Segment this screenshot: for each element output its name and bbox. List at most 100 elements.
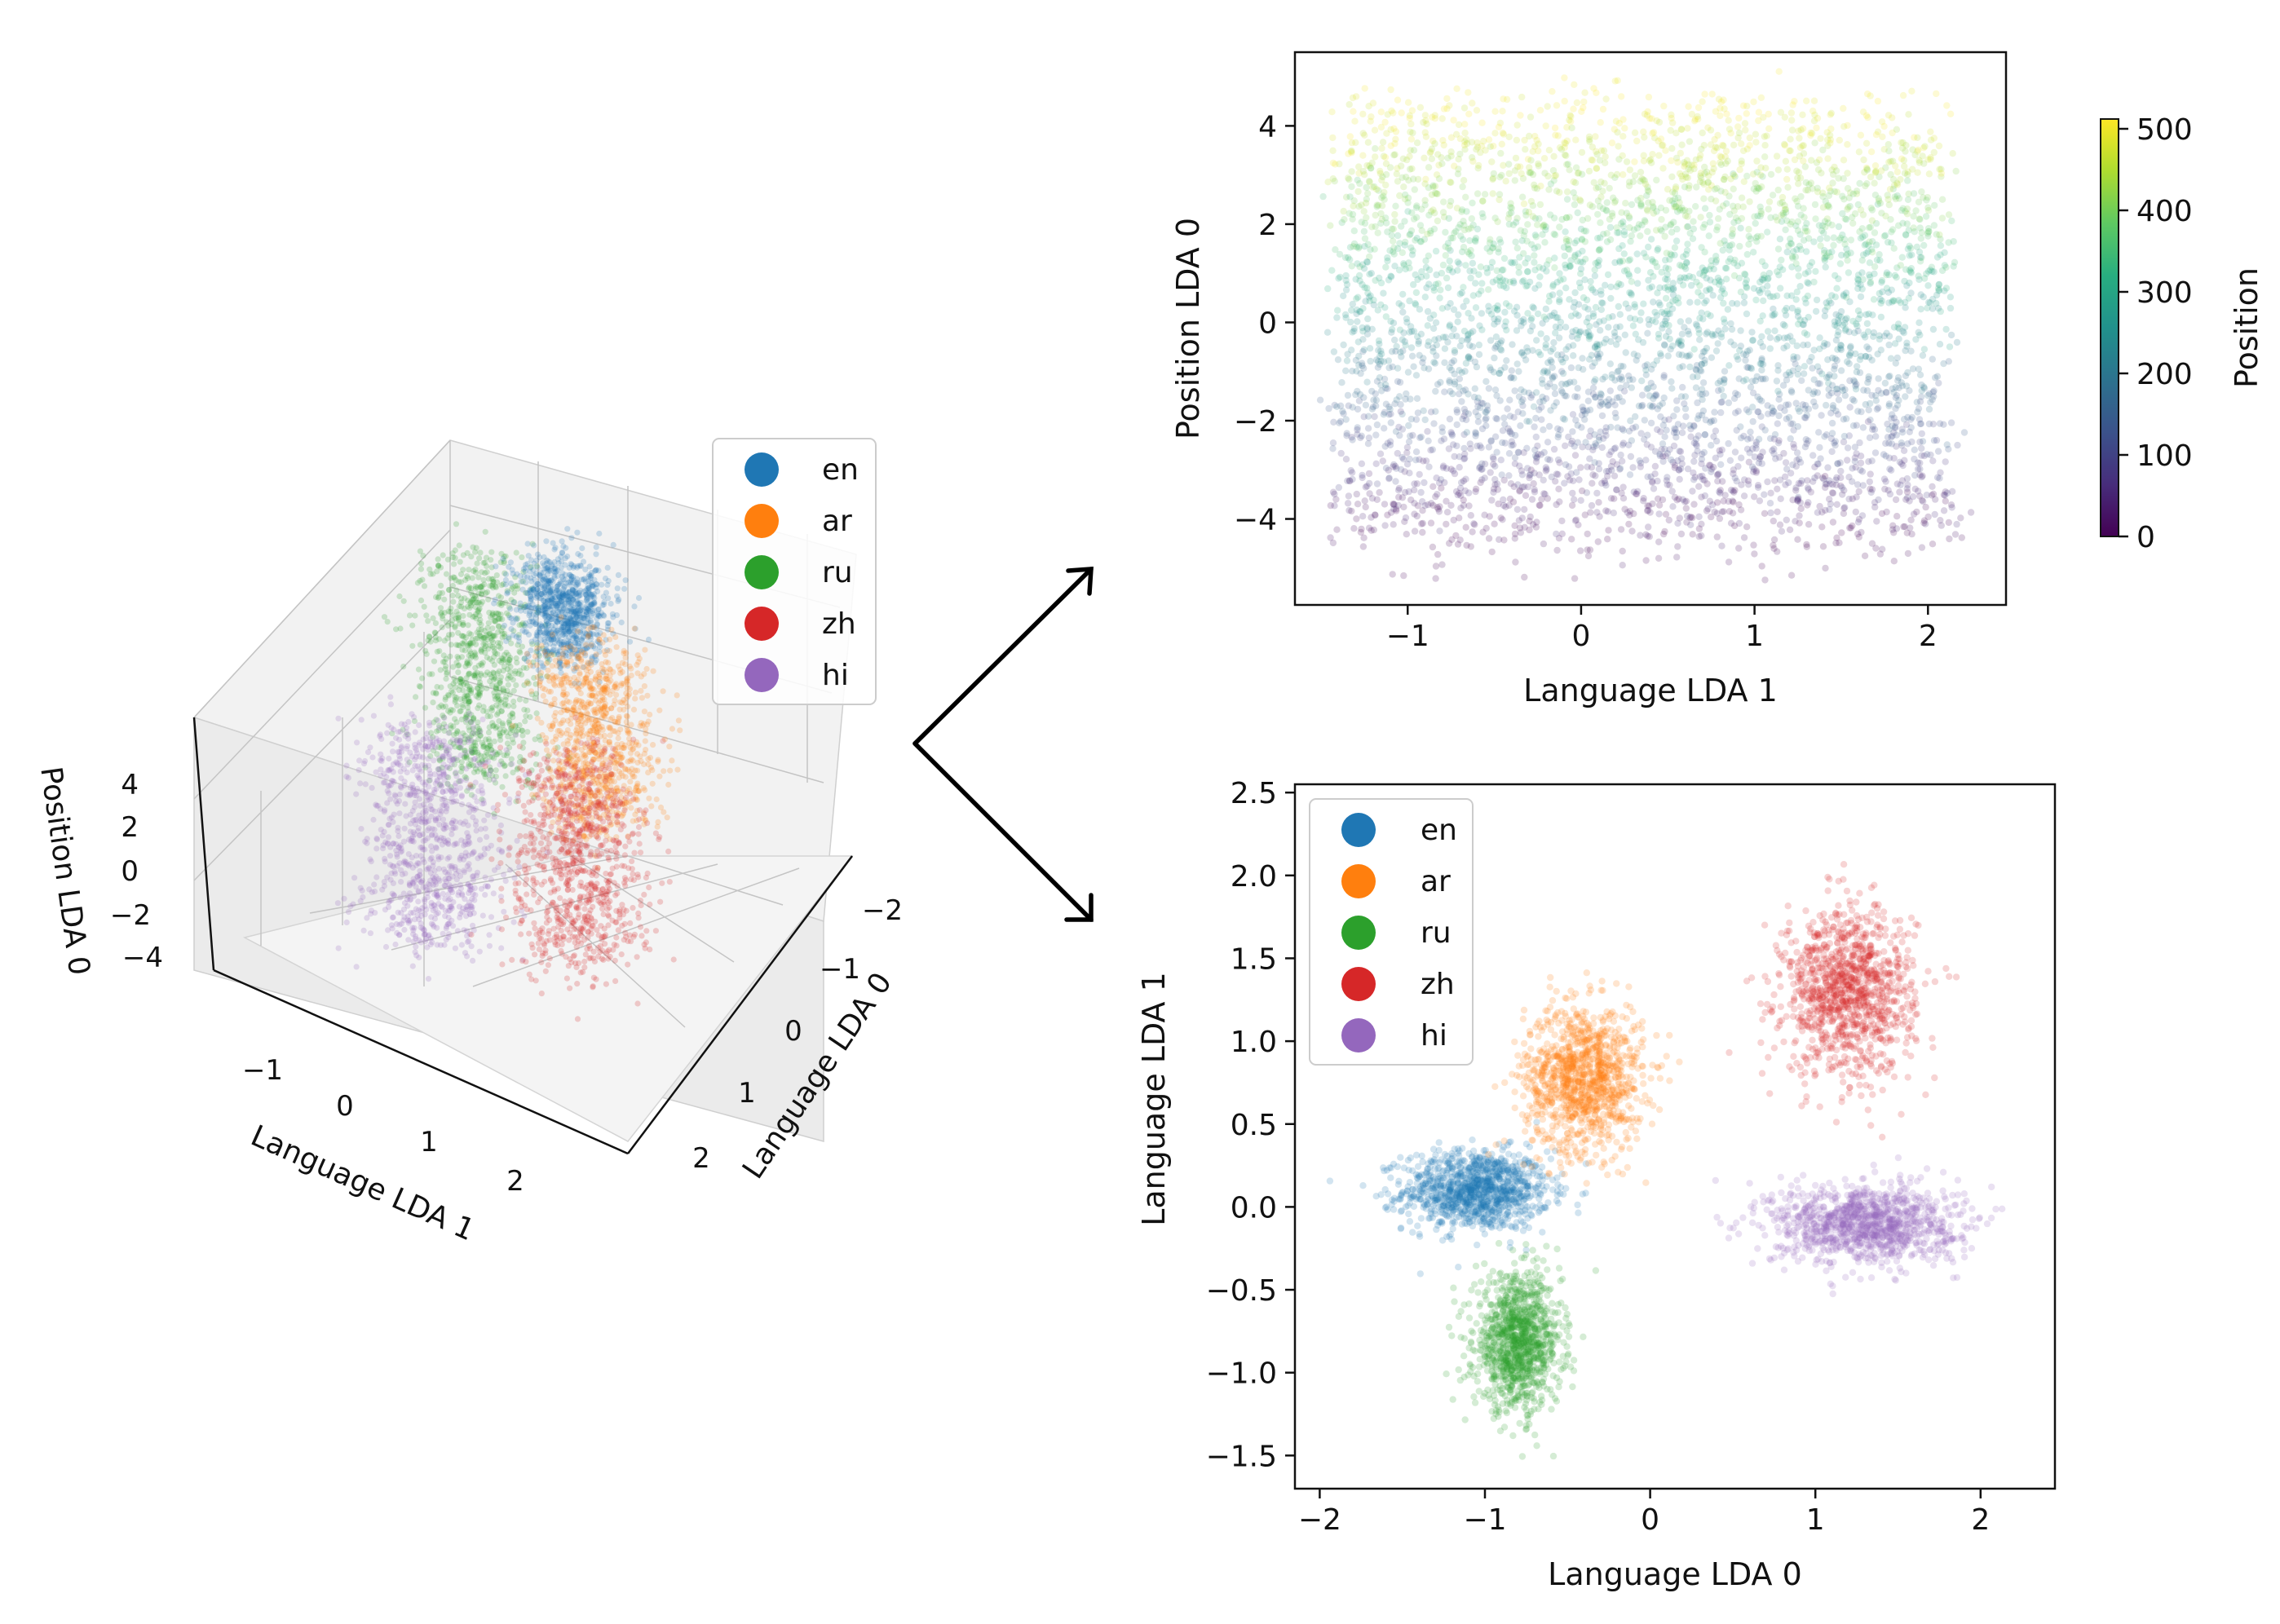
data-point xyxy=(637,924,644,930)
data-point xyxy=(433,717,440,723)
data-point xyxy=(1778,256,1785,264)
data-point xyxy=(555,630,562,637)
data-point xyxy=(397,783,404,790)
data-point xyxy=(472,583,479,589)
data-point xyxy=(645,756,652,762)
data-point xyxy=(583,598,590,604)
data-point xyxy=(523,833,529,840)
data-point xyxy=(343,919,350,925)
data-point xyxy=(666,879,673,885)
data-point xyxy=(413,862,419,868)
data-point xyxy=(575,603,581,610)
data-point xyxy=(451,575,458,581)
data-point xyxy=(640,785,647,792)
data-point xyxy=(533,662,541,669)
data-point xyxy=(516,722,523,729)
data-point xyxy=(550,925,557,932)
data-point xyxy=(438,702,444,708)
data-point xyxy=(590,610,596,616)
data-point xyxy=(660,688,666,695)
data-point xyxy=(499,630,506,637)
data-point xyxy=(449,550,456,557)
data-point xyxy=(451,675,457,682)
data-point xyxy=(434,942,440,948)
data-point xyxy=(594,611,601,618)
data-point xyxy=(506,612,512,619)
data-point xyxy=(517,832,524,839)
data-point xyxy=(573,664,581,670)
data-point xyxy=(577,925,585,931)
data-point xyxy=(426,633,433,640)
data-point xyxy=(499,720,506,726)
data-point xyxy=(1738,140,1745,148)
data-point xyxy=(489,625,496,632)
data-point xyxy=(563,691,570,697)
data-point xyxy=(466,652,472,659)
data-point xyxy=(433,691,440,697)
data-point xyxy=(619,740,625,748)
data-point xyxy=(560,836,568,842)
data-point xyxy=(498,926,506,933)
data-point xyxy=(564,738,571,744)
data-point xyxy=(457,744,464,751)
data-point xyxy=(467,782,474,788)
data-point xyxy=(445,691,452,698)
data-point xyxy=(495,640,502,647)
data-point xyxy=(566,628,572,634)
data-point xyxy=(470,783,476,790)
data-point xyxy=(513,798,519,805)
data-point xyxy=(1597,219,1604,227)
data-point xyxy=(606,877,613,884)
data-point xyxy=(513,616,520,623)
data-point xyxy=(620,786,626,792)
data-point xyxy=(644,692,651,699)
data-point xyxy=(477,732,484,739)
data-point xyxy=(629,858,635,864)
data-point xyxy=(489,581,496,588)
data-point xyxy=(544,759,550,766)
data-point xyxy=(472,746,479,752)
data-point xyxy=(553,749,559,756)
data-point xyxy=(434,893,440,899)
data-point xyxy=(527,564,533,571)
data-point xyxy=(575,580,581,587)
data-point xyxy=(504,687,510,695)
data-point xyxy=(500,655,506,662)
data-point xyxy=(565,600,572,607)
data-point xyxy=(418,566,425,572)
data-point xyxy=(492,749,498,756)
data-point xyxy=(517,765,524,771)
data-point xyxy=(492,650,499,657)
data-point xyxy=(395,832,402,840)
data-point xyxy=(541,607,548,613)
data-point xyxy=(577,900,584,907)
data-point xyxy=(477,583,484,590)
data-point xyxy=(574,529,581,536)
data-point xyxy=(500,657,506,664)
data-point xyxy=(527,588,533,594)
data-point xyxy=(384,619,391,625)
data-point xyxy=(641,721,647,727)
data-point xyxy=(549,622,555,629)
data-point xyxy=(461,927,467,933)
data-point xyxy=(520,758,527,765)
data-point xyxy=(614,819,621,826)
data-point xyxy=(454,653,461,660)
data-point xyxy=(411,714,418,721)
data-point xyxy=(525,680,532,687)
data-point xyxy=(562,562,568,568)
data-point xyxy=(529,601,536,607)
data-point xyxy=(638,687,644,695)
data-point xyxy=(498,550,505,557)
data-point xyxy=(475,691,482,698)
data-point xyxy=(542,622,549,629)
data-point xyxy=(621,863,628,870)
data-point xyxy=(431,757,437,764)
data-point xyxy=(527,840,534,847)
data-point xyxy=(499,961,506,968)
data-point xyxy=(394,801,400,807)
data-point xyxy=(542,791,550,797)
data-point xyxy=(570,635,577,642)
data-point xyxy=(575,801,581,808)
data-point xyxy=(569,920,576,926)
